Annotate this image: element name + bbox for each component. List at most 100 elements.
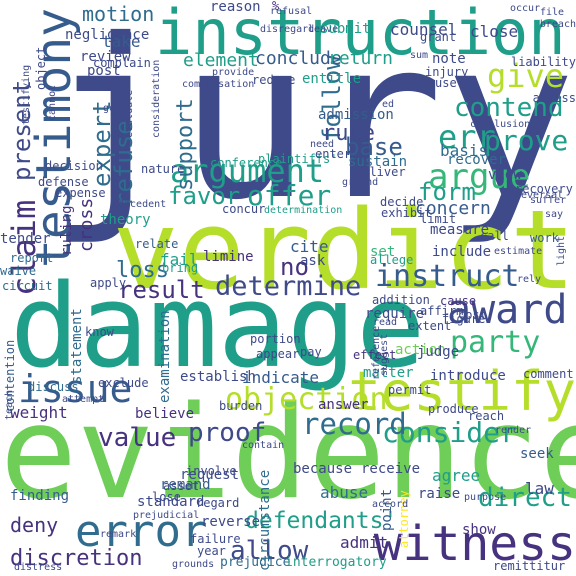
word-nature: nature [141,162,185,176]
word-defendants: defendants' [245,508,398,534]
word-direct: direct [478,483,572,513]
word-occur: occur [510,3,541,14]
word-remark: remark [100,529,137,540]
word-reverse: reverse [201,514,261,530]
word-appear: appear [256,347,300,361]
word-decide: decide [380,195,424,209]
word-refusal: refusal [270,6,313,17]
word-conclude: conclude [255,48,342,69]
word-motion: motion [82,2,155,26]
word-work: work [530,231,559,245]
word-allege: allege [370,253,414,267]
word-support: support [173,98,198,191]
word-verdict: verdict [112,186,576,314]
word-year: year [197,544,226,558]
word-grant: grant [420,30,457,44]
word-seek: seek [520,446,554,462]
word-comment: comment [523,367,574,381]
word-jury: jury [46,0,576,248]
word-enter: enter [315,147,352,161]
word-favor: favor [168,182,241,210]
word-concern: concern [415,198,491,219]
word-defense: defense [38,175,89,189]
word-addition: addition [372,293,430,307]
word-prejudice: prejudice [220,555,291,570]
word-note: note [432,51,466,67]
word-cannot: cannot [47,84,58,121]
word-read: read [373,317,398,328]
word-action: action [395,342,446,358]
word-prejudicial: prejudicial [133,510,200,521]
word-produce: produce [428,402,479,416]
word-determination: determination [264,205,343,216]
word-concur: concur [222,202,266,216]
word-close: close [470,22,519,41]
word-give: give [487,57,565,95]
word-exhibit: exhibit [381,206,432,220]
word-standard: standard [137,494,205,510]
word-compensation: compensation [182,79,255,90]
word-leave: leave [308,24,339,35]
word-accord: accord [372,499,409,510]
word-indicate: indicate [242,368,320,387]
word-extent: extent [408,319,452,333]
word-admit: admit [340,533,389,552]
word-waive: waive [0,264,37,278]
word-discuss: discuss [28,380,79,394]
word-statement: statement [69,308,85,384]
word-figure: figure [442,312,486,326]
word-error: error [75,506,208,557]
word-object: object [34,46,48,90]
word-purpose: purpose [464,492,507,503]
word-raise: raise [418,486,461,502]
word-introduce: introduce [430,368,506,384]
word-post: post [87,63,121,79]
word-finding: finding [10,488,70,504]
word-element: element [183,50,259,71]
word-view: view [488,167,522,183]
word-recovery: recovery [515,182,573,196]
word-report: report [10,251,54,265]
word-conference: conference [210,156,283,170]
word-remittitur: remittitur [493,559,566,573]
word-request: request [180,467,240,483]
word-measure: measure [430,222,490,238]
word-tender: tender [0,231,51,247]
word-deny: deny [10,513,59,537]
word-assess: assess [532,91,576,105]
word-recover: recover [447,152,507,168]
word-prove: prove [484,124,569,157]
word-regard: regard [196,496,240,510]
word-damage: damage [10,260,426,394]
word-proof: proof [188,418,267,448]
word-know: know [85,325,114,339]
word-abuse: abuse [320,483,369,502]
word-interrogatory: interrogatory [285,555,387,570]
word-ed: ed [382,99,395,110]
word-fail: fail [160,250,199,269]
word-cross: cross [76,197,97,252]
word-contend: contend [454,93,564,123]
word-suffer: suffer [530,195,567,206]
word-entitle: entitle [302,71,362,87]
word-lose: lose [152,490,181,504]
word-pay: pay [300,345,322,359]
word-submit: submit [320,21,371,37]
word-witness: witness [373,516,576,572]
word-set: set [370,244,396,260]
word-instruction: instruction [155,0,566,69]
word-establish: establish [180,369,256,385]
word-rely: rely [517,274,542,285]
word-expense: expense [55,186,106,200]
word-law: law [525,479,554,498]
word-require: require [365,306,425,322]
word-limine: limine [203,249,254,265]
word-asset: asset [163,479,200,493]
word-offer: offer [247,179,332,212]
word-result: result [118,276,205,304]
word-symbol: % [272,0,280,13]
word-testifying: testifying [21,64,32,125]
word-matter: matter [363,365,414,381]
word-no: no [280,253,309,281]
